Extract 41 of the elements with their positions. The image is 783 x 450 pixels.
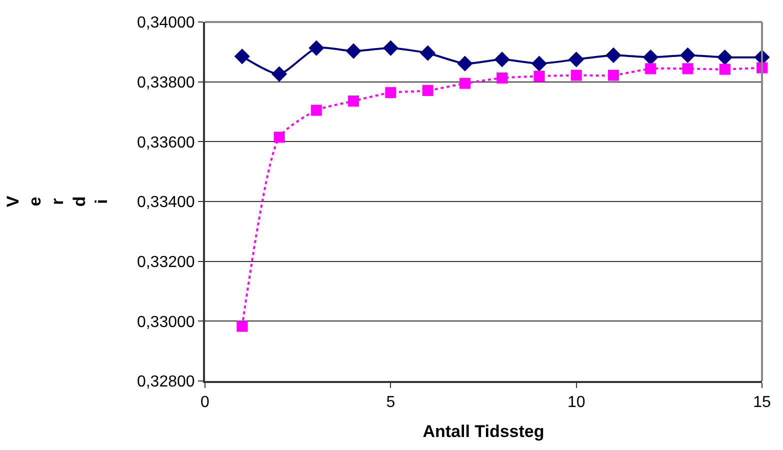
point bbox=[346, 43, 362, 59]
y-tick-label: 0,33800 bbox=[136, 74, 195, 92]
y-tick-label: 0,33400 bbox=[136, 194, 195, 212]
point bbox=[608, 70, 619, 81]
y-tick-label: 0,32800 bbox=[136, 374, 195, 391]
point bbox=[422, 85, 434, 96]
y-tick-label: 0,33200 bbox=[136, 254, 195, 271]
x-tick-label: 15 bbox=[753, 394, 771, 412]
y-axis-title: Verdi bbox=[4, 195, 112, 208]
x-tick-label: 10 bbox=[567, 394, 586, 412]
point bbox=[310, 104, 322, 116]
point bbox=[534, 70, 545, 82]
point bbox=[236, 320, 248, 332]
y-tick-label: 0,33000 bbox=[136, 314, 195, 331]
point bbox=[459, 78, 470, 89]
point bbox=[420, 45, 436, 61]
point bbox=[457, 56, 473, 72]
point bbox=[234, 48, 250, 64]
point bbox=[717, 50, 733, 66]
point bbox=[645, 63, 656, 74]
point bbox=[531, 56, 547, 72]
x-tick-label: 5 bbox=[386, 394, 396, 412]
point bbox=[568, 52, 584, 68]
point bbox=[496, 72, 508, 84]
point bbox=[382, 40, 398, 56]
point bbox=[682, 63, 694, 74]
point bbox=[274, 132, 285, 143]
point bbox=[271, 66, 288, 82]
point bbox=[494, 52, 510, 68]
y-tick-label: 0,34000 bbox=[136, 14, 195, 32]
point bbox=[570, 70, 582, 81]
point bbox=[606, 47, 622, 64]
x-axis-title: Antall Tidssteg bbox=[422, 422, 544, 442]
point bbox=[385, 87, 396, 98]
point bbox=[308, 40, 324, 56]
point bbox=[642, 50, 658, 66]
x-tick-label: 0 bbox=[200, 394, 210, 412]
point bbox=[348, 95, 360, 106]
point bbox=[719, 64, 730, 75]
y-tick-label: 0,33600 bbox=[136, 134, 195, 152]
point bbox=[680, 47, 696, 64]
